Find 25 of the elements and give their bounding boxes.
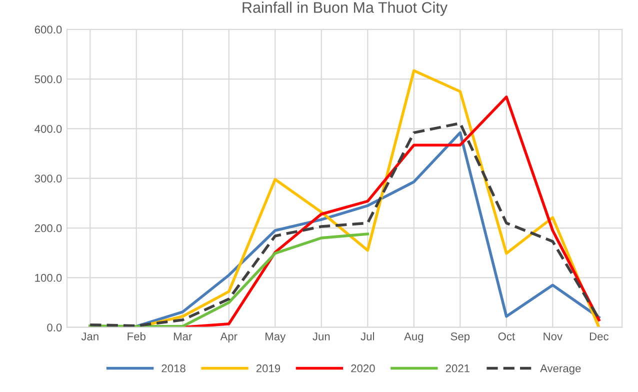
- x-tick-label: Nov: [544, 332, 563, 340]
- legend-label: Average: [540, 364, 581, 374]
- y-tick-label: 300.0: [34, 174, 62, 182]
- y-tick-label: 200.0: [34, 224, 62, 232]
- chart-title: Rainfall in Buon Ma Thuot City: [242, 2, 448, 16]
- x-tick-label: Apr: [220, 332, 238, 343]
- x-tick-label: Jan: [81, 332, 98, 340]
- y-tick-label: 500.0: [34, 75, 62, 84]
- y-tick-label: 0.0: [47, 324, 62, 332]
- y-tick-label: 400.0: [34, 124, 62, 133]
- legend-label: 2021: [446, 364, 470, 372]
- x-tick-label: Feb: [128, 332, 146, 340]
- x-tick-label: Sep: [450, 332, 470, 343]
- y-tick-label: 600.0: [34, 26, 62, 34]
- y-tick-label: 100.0: [35, 274, 62, 282]
- x-tick-label: Dec: [590, 332, 609, 340]
- x-tick-label: Oct: [498, 332, 515, 340]
- legend-label: 2018: [162, 364, 186, 372]
- x-tick-label: Jun: [312, 332, 330, 340]
- legend-label: 2020: [351, 364, 375, 372]
- legend-label: 2019: [256, 364, 280, 372]
- x-tick-label: Aug: [404, 332, 424, 343]
- x-tick-label: Mar: [174, 332, 192, 340]
- x-tick-label: Jul: [360, 332, 374, 340]
- x-tick-label: May: [266, 332, 286, 343]
